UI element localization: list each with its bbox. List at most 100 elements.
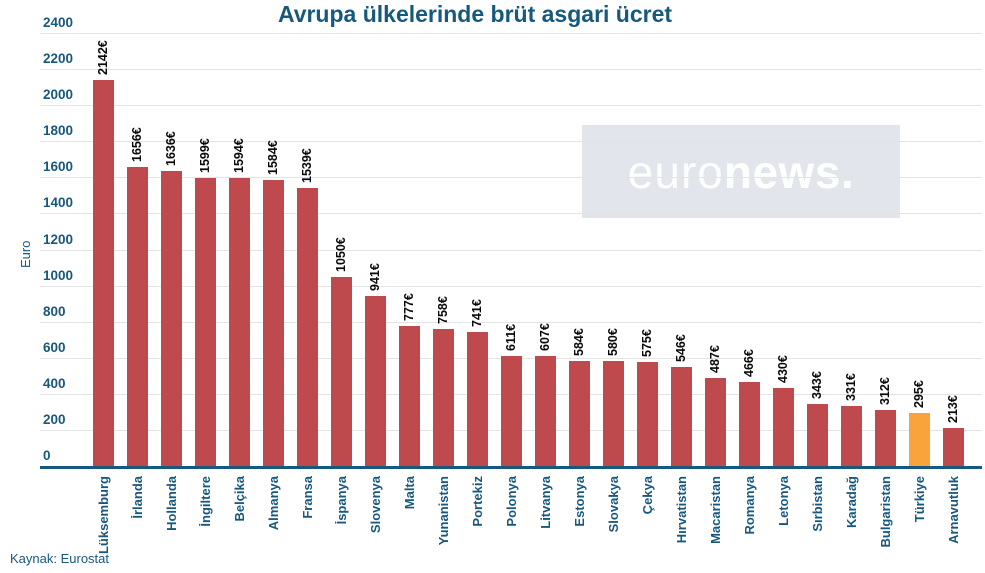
gridline-1800 [40,141,982,143]
y-axis-label: Euro [18,240,33,268]
bar-value-label: 430€ [776,355,790,384]
bar-value-label: 777€ [402,293,416,321]
bar-value-label: 607€ [538,323,552,352]
bar-category-label: Çekya [640,476,655,515]
bar-i̇spanya [330,276,352,466]
bar-category-label: Macaristan [708,476,723,544]
bar-lüksemburg [92,79,114,466]
gridline-800 [40,321,982,323]
bar-çekya [636,362,658,466]
bar-value-label: 611€ [504,323,518,351]
y-tick-label-1600: 1600 [43,159,74,175]
bar-value-label: 741€ [470,299,484,328]
bar-category-label: İspanya [334,476,349,525]
watermark-text-bold: news. [723,145,855,198]
bar-category-label: Belçika [232,476,247,522]
bar-value-label: 1050€ [334,236,348,272]
bar-slovakya [602,361,624,466]
y-tick-label-2400: 2400 [43,15,74,30]
y-tick-label-1400: 1400 [43,195,74,211]
bar-value-label: 2142€ [96,39,110,75]
bar-value-label: 1539€ [300,148,314,184]
gridline-1600 [40,177,982,179]
bar-category-label: Litvanya [538,476,553,529]
bar-value-label: 546€ [674,334,688,363]
bar-value-label: 213€ [946,394,960,423]
bar-category-label: Fransa [300,476,315,519]
bar-category-label: Letonya [776,476,791,526]
bar-karadağ [840,406,862,466]
source-note: Kaynak: Eurostat [10,551,109,566]
y-tick-label-600: 600 [43,339,66,355]
bar-category-label: Estonya [572,476,587,527]
bar-bulgaristan [874,409,896,466]
chart-title: Avrupa ülkelerinde brüt asgari ücret [277,1,673,27]
bar-category-label: Hollanda [164,476,179,531]
bar-value-label: 312€ [878,376,892,405]
bar-romanya [738,381,760,466]
bar-portekiz [466,332,488,466]
bar-fransa [296,188,318,466]
gridline-2000 [40,105,982,107]
bar-category-label: Malta [402,476,417,510]
bar-category-label: Portekiz [470,476,485,527]
bar-i̇ngiltere [194,177,216,466]
bar-category-label: Hırvatistan [674,476,689,544]
bar-estonya [568,360,590,466]
bar-value-label: 580€ [606,328,620,357]
bar-almanya [262,180,284,466]
bar-value-label: 1594€ [232,138,246,174]
bar-slovenya [364,296,386,466]
y-tick-label-800: 800 [43,303,66,319]
y-tick-label-2000: 2000 [43,87,74,103]
bar-arnavutluk [942,427,964,466]
bar-category-label: Slovakya [606,476,621,533]
bar-belçika [228,178,250,466]
bar-value-label: 1599€ [198,137,212,173]
gridline-2200 [40,69,982,71]
bar-polonya [500,355,522,466]
bar-category-label: Arnavutluk [946,476,961,544]
bar-category-label: Lüksemburg [96,476,111,555]
watermark-text-light: euro [627,145,724,198]
bar-value-label: 584€ [572,327,586,356]
bar-value-label: 1636€ [164,131,178,166]
bar-türkiye [908,412,930,466]
bar-category-label: İngiltere [198,476,213,527]
bar-litvanya [534,356,556,466]
bar-category-label: Romanya [742,476,757,535]
bar-value-label: 487€ [708,345,722,374]
bar-macaristan [704,378,726,466]
bar-yunanistan [432,329,454,466]
y-tick-label-400: 400 [43,375,66,391]
bar-value-label: 575€ [640,329,654,358]
gridline-1000 [40,285,982,287]
gridline-1200 [40,249,982,251]
y-tick-label-2200: 2200 [43,51,74,67]
bar-value-label: 1656€ [130,127,144,163]
x-axis-line [40,466,982,469]
y-tick-label-1000: 1000 [43,267,74,283]
y-tick-label-200: 200 [43,411,66,427]
bar-category-label: Türkiye [912,476,927,523]
euronews-watermark: euro news. [582,125,900,218]
y-tick-label-0: 0 [43,448,51,463]
gridline-1400 [40,213,982,215]
bar-malta [398,325,420,466]
y-tick-label-1200: 1200 [43,231,74,247]
bar-value-label: 466€ [742,349,756,377]
bar-i̇rlanda [126,167,148,466]
bar-letonya [772,388,794,466]
bar-sırbistan [806,404,828,466]
bar-category-label: Slovenya [368,476,383,534]
bar-value-label: 758€ [436,296,450,325]
y-tick-label-1800: 1800 [43,123,74,139]
bar-value-label: 295€ [912,379,926,408]
bar-hırvatistan [670,367,692,466]
bar-category-label: İrlanda [130,476,145,519]
bar-value-label: 343€ [810,371,824,400]
bar-category-label: Polonya [504,476,519,527]
bar-category-label: Yunanistan [436,476,451,546]
bar-category-label: Karadağ [844,476,859,529]
